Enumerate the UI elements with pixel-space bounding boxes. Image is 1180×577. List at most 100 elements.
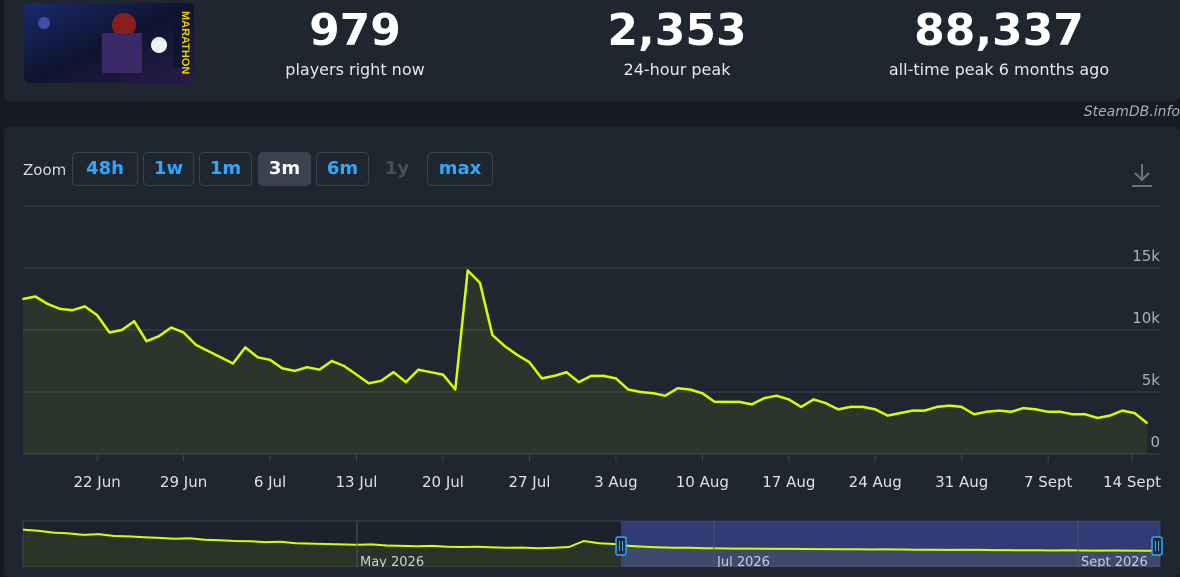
- chart-grid: [23, 205, 1160, 455]
- data-point: [71, 308, 74, 312]
- data-point: [281, 367, 284, 370]
- data-point: [503, 344, 506, 348]
- data-point: [379, 379, 383, 383]
- zoom-max-button[interactable]: max: [427, 152, 493, 186]
- series-line: [22, 269, 1148, 424]
- data-point: [614, 377, 618, 380]
- data-point: [207, 349, 210, 353]
- data-point: [1071, 413, 1075, 416]
- data-point: [639, 390, 642, 394]
- data-point: [627, 388, 630, 391]
- series-area: [23, 270, 1147, 454]
- data-point: [874, 408, 877, 411]
- data-point: [367, 382, 371, 385]
- data-point: [219, 356, 222, 359]
- data-point: [960, 405, 963, 409]
- data-point: [651, 392, 655, 395]
- data-point: [404, 380, 408, 384]
- data-point: [182, 331, 185, 334]
- data-point: [1009, 410, 1013, 414]
- data-point: [972, 413, 976, 416]
- x-tick-label: 27 Jul: [508, 473, 550, 491]
- navigator-selection: [621, 521, 1160, 567]
- x-tick-label: 3 Aug: [594, 473, 638, 491]
- data-point: [1133, 411, 1136, 415]
- x-tick-label: 20 Jul: [422, 473, 464, 491]
- data-point: [528, 361, 531, 364]
- data-point: [355, 373, 358, 376]
- navigator-label: Sept 2026: [1081, 555, 1148, 567]
- zoom-6m-button[interactable]: 6m: [316, 152, 369, 186]
- zoom-1w-button[interactable]: 1w: [143, 152, 194, 186]
- day-peak-value: 2,353: [607, 5, 747, 56]
- navigator-left-handle[interactable]: [615, 536, 627, 556]
- y-tick-label: 5k: [1142, 371, 1161, 389]
- data-point: [170, 326, 173, 329]
- data-point: [145, 339, 148, 343]
- data-point: [1046, 410, 1050, 414]
- data-point: [466, 269, 469, 272]
- zoom-3m-button[interactable]: 3m: [258, 152, 311, 186]
- data-point: [985, 410, 988, 414]
- data-point: [1108, 414, 1112, 417]
- data-point: [58, 307, 62, 311]
- data-point: [775, 394, 778, 397]
- day-peak-label: 24-hour peak: [623, 60, 731, 79]
- data-point: [837, 408, 840, 411]
- data-point: [849, 405, 852, 409]
- data-point: [565, 370, 568, 374]
- all-time-peak-value: 88,337: [914, 5, 1084, 56]
- data-point: [552, 374, 556, 378]
- data-point: [911, 409, 914, 412]
- data-point: [1145, 421, 1149, 425]
- data-point: [392, 370, 395, 374]
- navigator-right-handle[interactable]: [1151, 536, 1163, 556]
- zoom-1m-button[interactable]: 1m: [199, 152, 252, 186]
- data-point: [515, 353, 519, 356]
- data-point: [95, 313, 99, 317]
- y-tick-label: 10k: [1132, 309, 1160, 327]
- y-axis-ticks: 0 5k 10k 15k: [1132, 247, 1160, 451]
- data-point: [997, 409, 1000, 412]
- zoom-1y-button: 1y: [376, 152, 418, 186]
- data-point: [923, 409, 926, 412]
- data-point: [120, 328, 124, 332]
- data-point: [83, 305, 86, 308]
- data-point: [861, 405, 865, 409]
- current-players-value: 979: [309, 5, 401, 56]
- y-tick-label: 0: [1150, 433, 1160, 451]
- x-tick-label: 6 Jul: [254, 473, 286, 491]
- steamdb-credit[interactable]: SteamDB.info: [1083, 104, 1180, 120]
- data-point: [318, 368, 321, 371]
- data-point: [701, 392, 704, 395]
- x-axis-ticks: 22 Jun 29 Jun 6 Jul 13 Jul 20 Jul 27 Jul 3 Aug…: [73, 454, 1161, 491]
- data-point: [1084, 413, 1087, 416]
- zoom-48h-button[interactable]: 48h: [72, 152, 138, 186]
- data-point: [305, 366, 309, 369]
- game-cover-art: MARATHON: [24, 3, 194, 83]
- data-point: [441, 373, 445, 376]
- data-point: [886, 414, 889, 417]
- navigator-label: Jul 2026: [716, 555, 770, 567]
- data-point: [231, 362, 235, 365]
- data-point: [738, 400, 741, 404]
- data-point: [898, 411, 902, 415]
- game-thumbnail[interactable]: MARATHON: [24, 3, 194, 83]
- series-points: [21, 269, 1149, 425]
- data-point: [21, 297, 25, 301]
- download-icon[interactable]: [1130, 162, 1154, 188]
- data-point: [762, 397, 766, 400]
- x-tick-label: 29 Jun: [160, 473, 207, 491]
- navigator-label: May 2026: [360, 555, 424, 567]
- data-point: [256, 356, 259, 359]
- data-point: [417, 368, 420, 371]
- data-point: [268, 358, 272, 361]
- chart-navigator: May 2026 Jul 2026 Sept 2026: [22, 520, 1163, 567]
- x-tick-label: 13 Jul: [336, 473, 378, 491]
- data-point: [1034, 408, 1038, 411]
- data-point: [725, 400, 729, 404]
- data-point: [157, 335, 161, 338]
- data-point: [194, 343, 198, 347]
- zoom-label: Zoom: [23, 161, 67, 179]
- x-tick-label: 14 Sept: [1103, 473, 1161, 491]
